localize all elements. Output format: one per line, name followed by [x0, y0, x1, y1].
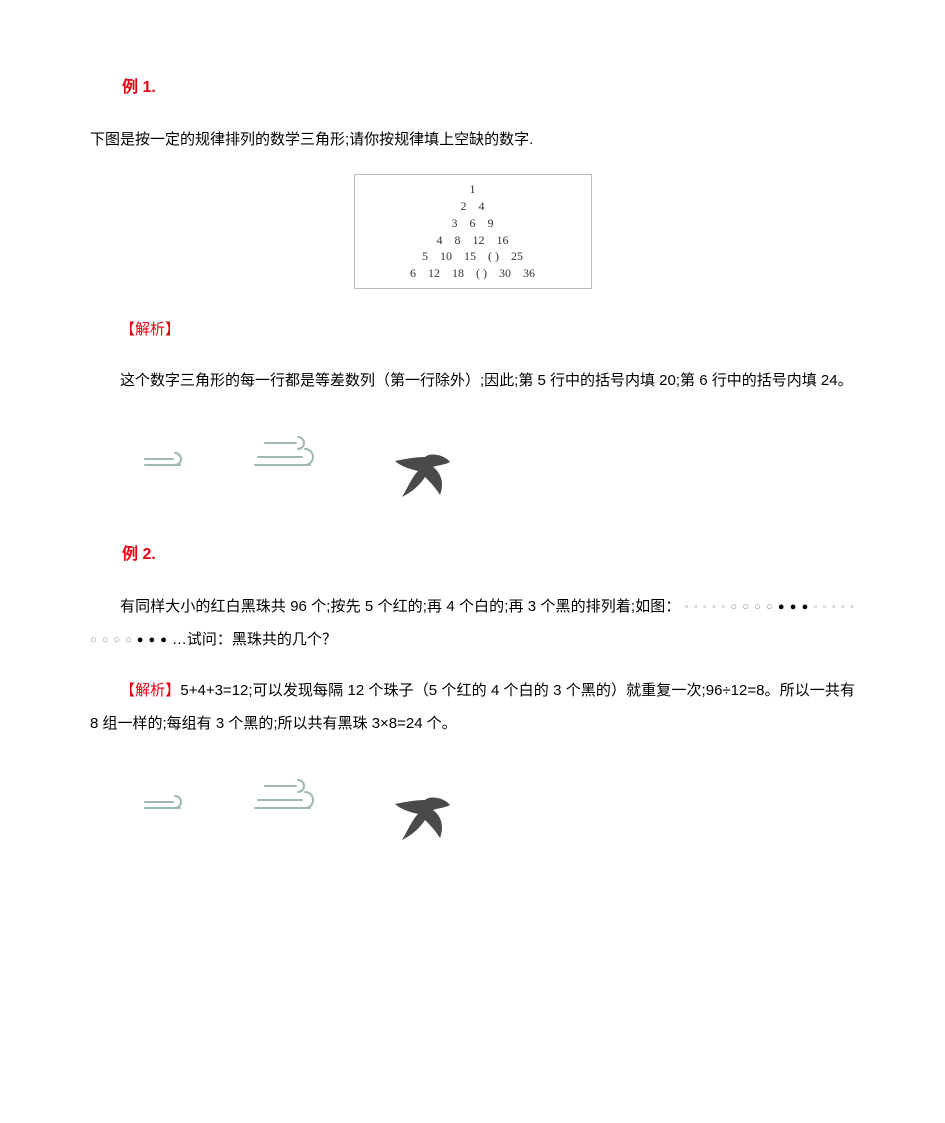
triangle-cell: 8	[455, 232, 461, 249]
triangle-cell: 2	[461, 198, 467, 215]
example2-question-suffix: …试问：黑珠共的几个？	[172, 631, 337, 648]
triangle-row: 24	[363, 198, 583, 215]
cloud-icon	[140, 788, 200, 818]
bead: ◦	[823, 601, 832, 613]
bead: ○	[102, 634, 114, 646]
bead: ●	[160, 634, 172, 646]
triangle-cell: ( )	[476, 265, 487, 282]
swallow-icon	[390, 790, 460, 845]
example2-title: 例 2.	[90, 537, 855, 572]
triangle-cell: 1	[470, 181, 476, 198]
bead: ○	[754, 601, 766, 613]
example2-solution: 【解析】5+4+3=12;可以发现每隔 12 个珠子（5 个红的 4 个白的 3…	[90, 674, 855, 740]
solution-label: 【解析】	[120, 321, 180, 338]
bead: ◦	[703, 601, 712, 613]
decorative-divider-1	[130, 417, 855, 507]
bead: ◦	[850, 601, 855, 613]
example2-question: 有同样大小的红白黑珠共 96 个;按先 5 个红的;再 4 个白的;再 3 个黑…	[90, 590, 855, 656]
bead: ○	[730, 601, 742, 613]
triangle-cell: 18	[452, 265, 464, 282]
triangle-cell: 3	[452, 215, 458, 232]
swallow-icon	[390, 447, 460, 502]
bead: ◦	[712, 601, 721, 613]
bead: ○	[742, 601, 754, 613]
triangle-cell: ( )	[488, 248, 499, 265]
example2-solution-text: 5+4+3=12;可以发现每隔 12 个珠子（5 个红的 4 个白的 3 个黑的…	[90, 682, 855, 732]
cloud-icon	[140, 445, 200, 475]
triangle-cell: 16	[497, 232, 509, 249]
bead: ◦	[694, 601, 703, 613]
triangle-cell: 36	[523, 265, 535, 282]
triangle-cell: 4	[479, 198, 485, 215]
bead: ○	[113, 634, 125, 646]
example1-title: 例 1.	[90, 70, 855, 105]
example2-question-prefix: 有同样大小的红白黑珠共 96 个;按先 5 个红的;再 4 个白的;再 3 个黑…	[120, 598, 680, 615]
solution-label: 【解析】	[120, 682, 180, 699]
decorative-divider-2	[130, 760, 855, 850]
triangle-row: 369	[363, 215, 583, 232]
triangle-cell: 25	[511, 248, 523, 265]
triangle-cell: 4	[437, 232, 443, 249]
triangle-row: 6 12 18 ( ) 30 36	[363, 265, 583, 282]
bead: ○	[766, 601, 778, 613]
bead: ●	[149, 634, 161, 646]
triangle-row: 48 12 16	[363, 232, 583, 249]
bead: ○	[90, 634, 102, 646]
triangle-row: 1	[363, 181, 583, 198]
bead: ●	[137, 634, 149, 646]
triangle-cell: 6	[470, 215, 476, 232]
bead: ●	[778, 601, 790, 613]
example1-solution-text: 这个数字三角形的每一行都是等差数列（第一行除外）;因此;第 5 行中的括号内填 …	[90, 364, 855, 397]
example1-question: 下图是按一定的规律排列的数学三角形;请你按规律填上空缺的数字.	[90, 123, 855, 156]
triangle-cell: 12	[473, 232, 485, 249]
cloud-icon	[250, 427, 340, 477]
triangle-cell: 6	[410, 265, 416, 282]
bead: ○	[125, 634, 137, 646]
triangle-cell: 5	[422, 248, 428, 265]
triangle-row: 5 10 15 ( ) 25	[363, 248, 583, 265]
bead: ◦	[841, 601, 850, 613]
cloud-icon	[250, 770, 340, 820]
triangle-cell: 15	[464, 248, 476, 265]
triangle-cell: 9	[488, 215, 494, 232]
bead: ●	[802, 601, 814, 613]
number-triangle: 12436948121651015( )2561218( )3036	[354, 174, 592, 289]
bead: ◦	[814, 601, 823, 613]
bead: ●	[790, 601, 802, 613]
triangle-cell: 12	[428, 265, 440, 282]
triangle-cell: 30	[499, 265, 511, 282]
triangle-cell: 10	[440, 248, 452, 265]
bead: ◦	[832, 601, 841, 613]
bead: ◦	[685, 601, 694, 613]
example1-solution-label: 【解析】	[90, 313, 855, 346]
